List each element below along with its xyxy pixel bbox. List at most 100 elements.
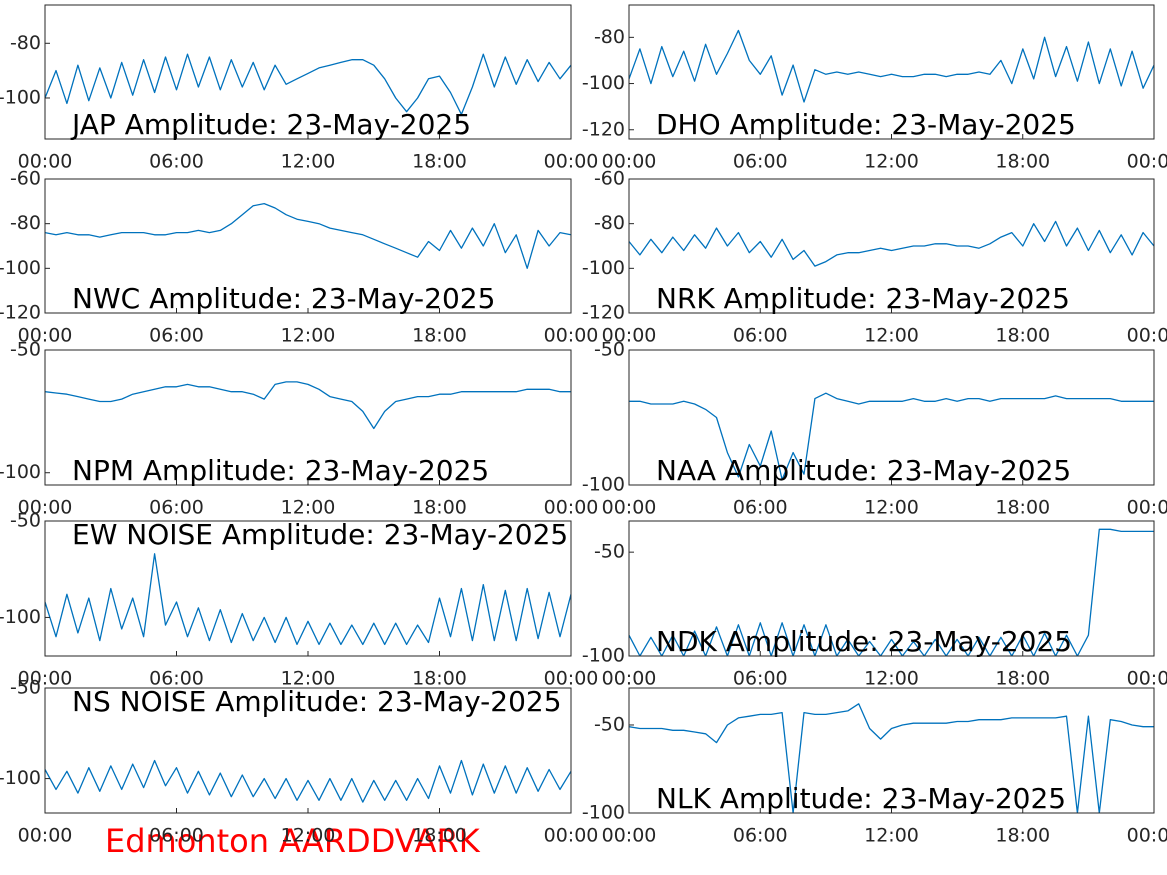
x-tick-label: 18:00: [412, 497, 467, 519]
panel-title: NLK Amplitude: 23-May-2025: [656, 782, 1066, 815]
x-tick-label: 00:00: [544, 497, 599, 519]
x-tick-label: 06:00: [733, 325, 788, 347]
y-tick-label: -100: [582, 474, 625, 496]
plot-area: [629, 528, 1154, 656]
x-tick-label: 12:00: [281, 825, 336, 847]
x-tick-label: 00:00: [602, 497, 657, 519]
plot-area: [45, 381, 571, 430]
x-tick-label: 00:00: [602, 825, 657, 847]
x-tick-label: 12:00: [864, 325, 919, 347]
y-tick-label: -60: [594, 168, 625, 190]
panel-title: DHO Amplitude: 23-May-2025: [656, 108, 1076, 141]
plot-area: [629, 392, 1154, 481]
x-tick-label: 12:00: [864, 825, 919, 847]
x-tick-label: 12:00: [281, 325, 336, 347]
y-tick-label: -100: [0, 86, 41, 108]
x-tick-label: 00:00: [602, 151, 657, 173]
plot-area: [45, 553, 571, 646]
y-tick-label: -50: [594, 339, 625, 361]
x-tick-label: 12:00: [864, 668, 919, 690]
panel-title: NDK Amplitude: 23-May-2025: [656, 625, 1072, 658]
x-tick-label: 06:00: [149, 825, 204, 847]
x-tick-label: 00:00: [1127, 151, 1167, 173]
x-tick-label: 00:00: [18, 825, 73, 847]
data-line: [629, 392, 1154, 481]
panel-title: NWC Amplitude: 23-May-2025: [72, 282, 495, 315]
x-tick-label: 00:00: [18, 151, 73, 173]
y-tick-label: -100: [0, 461, 41, 483]
x-tick-label: 06:00: [733, 151, 788, 173]
y-tick-label: -100: [0, 606, 41, 628]
y-tick-label: -50: [594, 541, 625, 563]
x-tick-label: 00:00: [544, 151, 599, 173]
x-tick-label: 18:00: [412, 825, 467, 847]
plot-area: [629, 220, 1154, 267]
y-tick-label: -80: [594, 26, 625, 48]
x-tick-label: 06:00: [733, 825, 788, 847]
y-tick-label: -80: [10, 32, 41, 54]
x-tick-label: 18:00: [412, 151, 467, 173]
y-tick-label: -100: [582, 645, 625, 667]
x-tick-label: 12:00: [864, 497, 919, 519]
plot-area: [45, 759, 571, 803]
y-tick-label: -50: [10, 677, 41, 699]
x-tick-label: 00:00: [544, 825, 599, 847]
panel-title: NRK Amplitude: 23-May-2025: [656, 282, 1070, 315]
x-tick-label: 00:00: [602, 668, 657, 690]
data-line: [629, 528, 1154, 656]
x-tick-label: 18:00: [995, 325, 1050, 347]
x-tick-label: 12:00: [281, 497, 336, 519]
data-line: [629, 29, 1154, 103]
caption: Edmonton AARDDVARK: [105, 822, 481, 860]
x-tick-label: 00:00: [544, 325, 599, 347]
panel-title: NAA Amplitude: 23-May-2025: [656, 454, 1071, 487]
y-tick-label: -50: [10, 339, 41, 361]
x-tick-label: 12:00: [281, 668, 336, 690]
y-tick-label: -80: [10, 212, 41, 234]
x-tick-label: 18:00: [995, 668, 1050, 690]
x-tick-label: 12:00: [864, 151, 919, 173]
y-tick-label: -120: [582, 302, 625, 324]
panel-title: EW NOISE Amplitude: 23-May-2025: [72, 518, 568, 551]
x-tick-label: 00:00: [1127, 825, 1167, 847]
x-tick-label: 06:00: [149, 151, 204, 173]
data-line: [629, 703, 1154, 813]
x-tick-label: 18:00: [412, 668, 467, 690]
x-tick-label: 00:00: [18, 668, 73, 690]
y-tick-label: -100: [0, 257, 41, 279]
y-tick-label: -60: [10, 168, 41, 190]
panel-title: JAP Amplitude: 23-May-2025: [70, 108, 471, 141]
y-tick-label: -50: [594, 713, 625, 735]
y-tick-label: -50: [10, 510, 41, 532]
data-line: [45, 759, 571, 803]
x-tick-label: 00:00: [544, 668, 599, 690]
data-line: [45, 53, 571, 116]
data-line: [45, 553, 571, 646]
x-tick-label: 06:00: [733, 668, 788, 690]
y-tick-label: -120: [582, 118, 625, 140]
x-tick-label: 00:00: [18, 325, 73, 347]
x-tick-label: 18:00: [995, 825, 1050, 847]
x-tick-label: 06:00: [149, 497, 204, 519]
x-tick-label: 06:00: [733, 497, 788, 519]
x-tick-label: 12:00: [281, 151, 336, 173]
x-tick-label: 06:00: [149, 325, 204, 347]
plot-area: [45, 202, 571, 269]
x-tick-label: 00:00: [1127, 668, 1167, 690]
plot-area: [629, 29, 1154, 103]
plot-area: [629, 703, 1154, 813]
y-tick-label: -100: [582, 72, 625, 94]
y-tick-label: -100: [582, 257, 625, 279]
y-tick-label: -100: [582, 802, 625, 824]
panel-title: NPM Amplitude: 23-May-2025: [72, 454, 489, 487]
y-tick-label: -80: [594, 212, 625, 234]
x-tick-label: 18:00: [995, 497, 1050, 519]
panel-title: NS NOISE Amplitude: 23-May-2025: [72, 685, 562, 718]
y-tick-label: -120: [0, 302, 41, 324]
plot-area: [45, 53, 571, 116]
x-tick-label: 00:00: [18, 497, 73, 519]
y-tick-label: -100: [0, 767, 41, 789]
data-line: [45, 202, 571, 269]
